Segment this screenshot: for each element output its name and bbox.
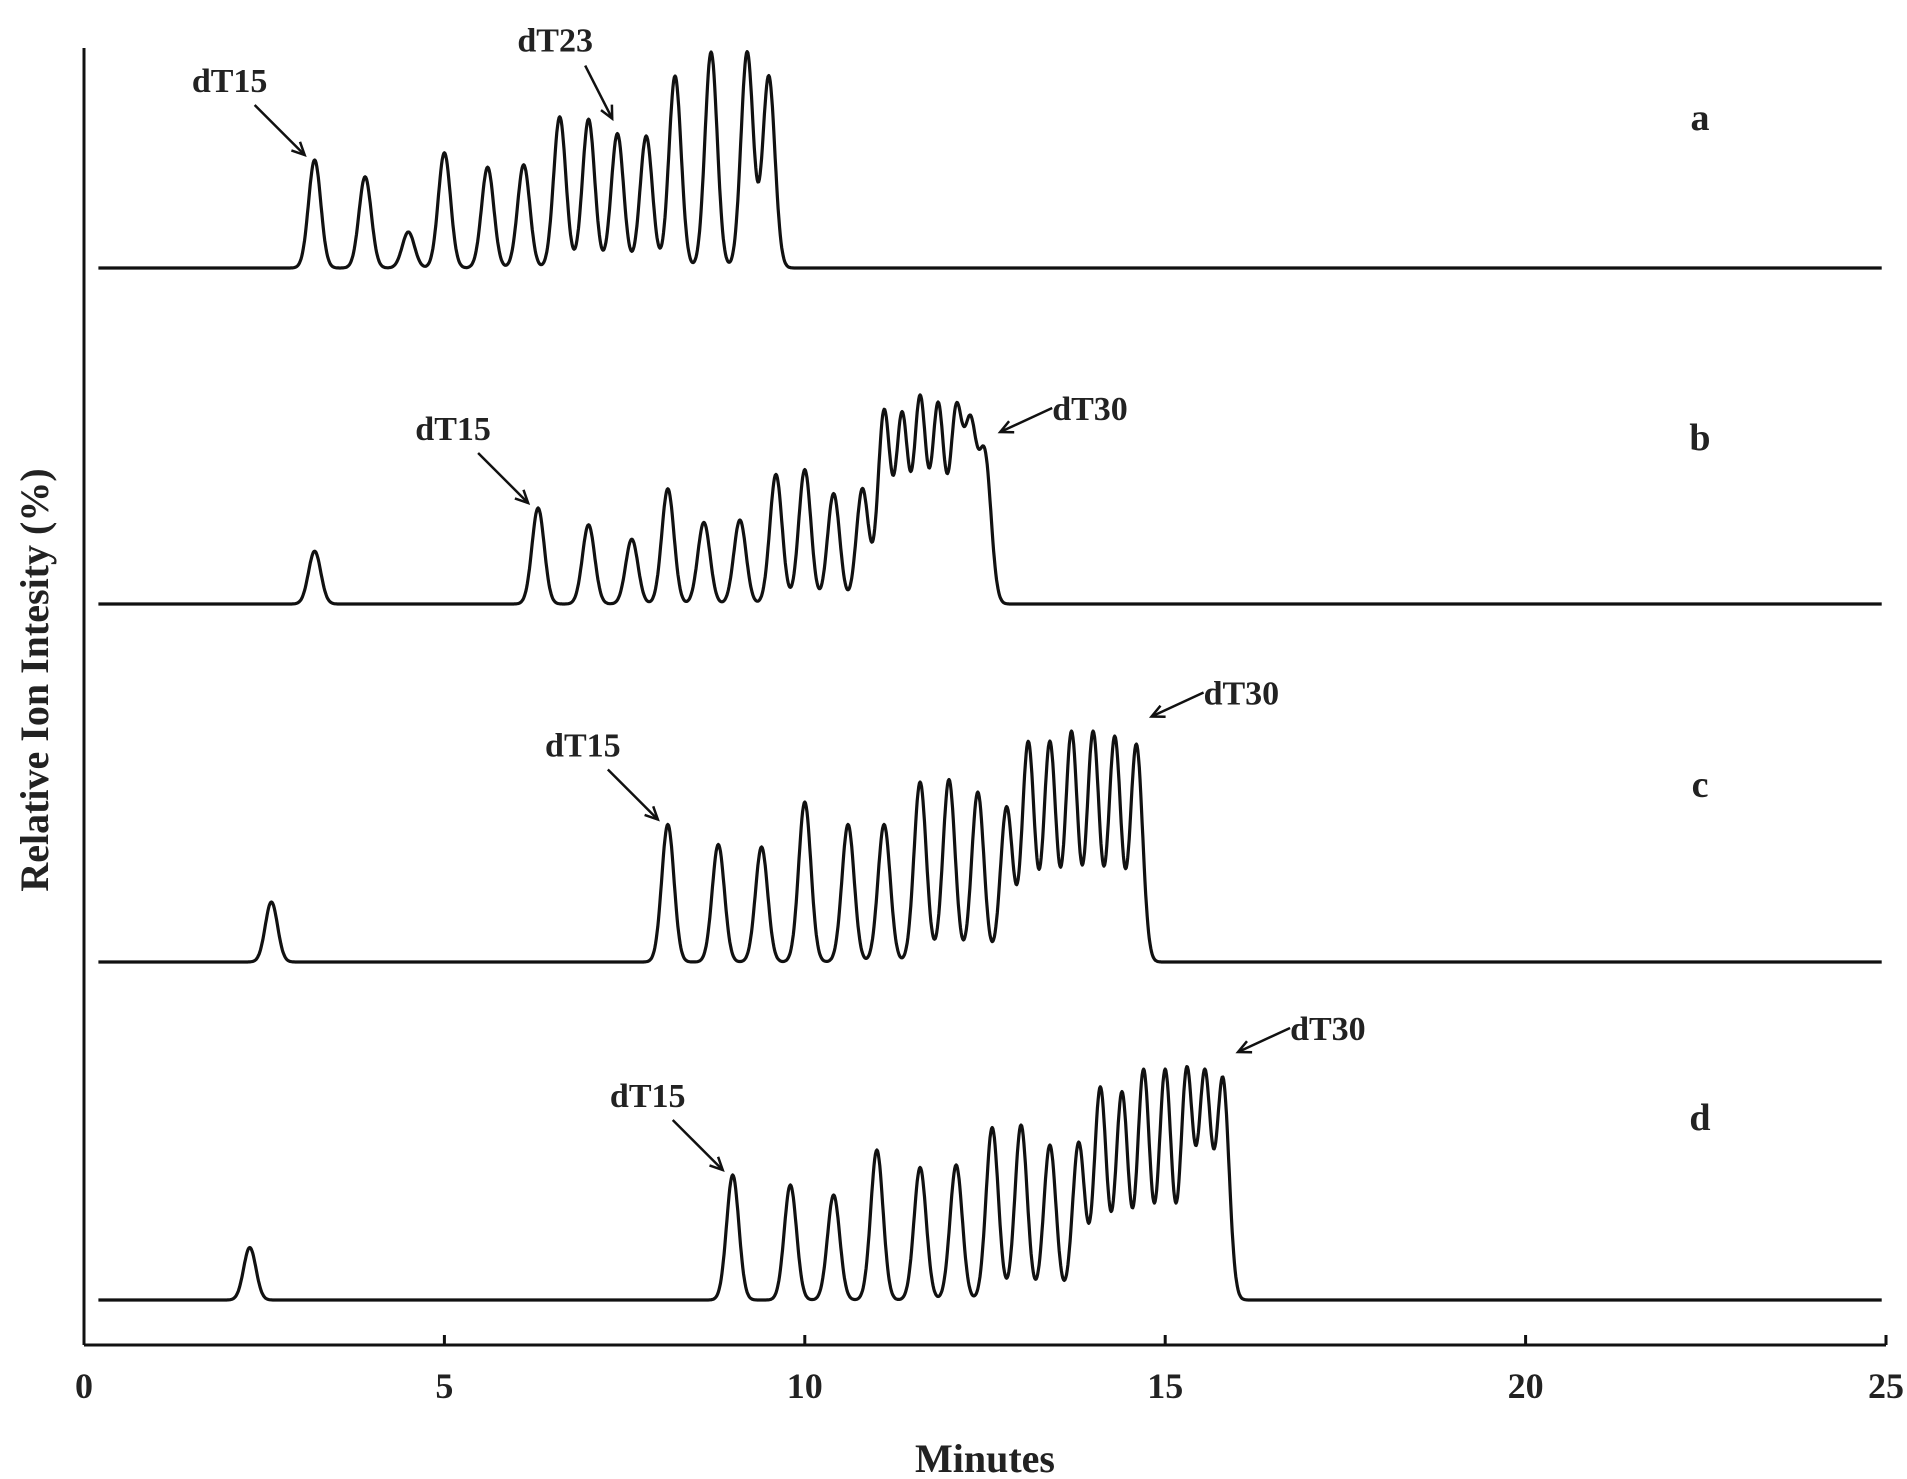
- traces-layer: [97, 50, 1883, 1302]
- annotation-arrowhead: [644, 805, 660, 822]
- annotation-arrowhead: [514, 489, 531, 506]
- annotation-label: dT30: [1290, 1011, 1366, 1048]
- panel-label-d: d: [1689, 1097, 1710, 1139]
- annotation-arrowhead: [290, 141, 307, 158]
- trace-b: [97, 393, 1883, 606]
- annotation-label: dT15: [545, 728, 621, 765]
- annotation-arrowhead: [1148, 704, 1166, 718]
- annotation-arrow: [1237, 1026, 1291, 1054]
- y-axis-label: Relative Ion Intesity (%): [12, 468, 57, 891]
- panel-label-b: b: [1689, 417, 1710, 459]
- annotation-arrow: [253, 104, 306, 156]
- axes-layer: [82, 48, 1886, 1347]
- panel-label-a: a: [1691, 97, 1710, 139]
- trace-d: [97, 1065, 1883, 1302]
- x-tick-label: 20: [1508, 1366, 1544, 1406]
- annotation-label: dT15: [192, 63, 268, 100]
- x-tick-label: 10: [787, 1366, 823, 1406]
- annotation-label: dT15: [415, 411, 491, 448]
- panel-labels: a b c d: [1689, 97, 1710, 1139]
- panel-label-c: c: [1692, 764, 1709, 806]
- annotation-arrow: [606, 768, 659, 821]
- trace-c: [97, 729, 1883, 964]
- x-tick-label: 25: [1868, 1366, 1904, 1406]
- x-tick-label: 0: [75, 1366, 93, 1406]
- annotation-label: dT30: [1052, 391, 1128, 428]
- annotations-layer: dT15 dT23 dT15 dT30 dT15 dT30 dT15 dT30: [192, 23, 1366, 1173]
- annotation-arrow: [671, 1119, 724, 1171]
- trace-a: [97, 50, 1883, 270]
- x-tick-label: 5: [435, 1366, 453, 1406]
- x-axis-label: Minutes: [915, 1436, 1055, 1479]
- annotation-arrowhead: [997, 420, 1015, 434]
- annotation-label: dT30: [1204, 676, 1280, 713]
- annotation-arrow: [1151, 691, 1205, 718]
- x-ticks: 0 5 10 15 20 25: [75, 1335, 1904, 1406]
- x-tick-label: 15: [1147, 1366, 1183, 1406]
- annotation-arrowhead: [600, 104, 614, 122]
- annotation-arrow: [584, 65, 614, 120]
- annotation-label: dT15: [610, 1078, 686, 1115]
- annotation-label: dT23: [517, 23, 593, 60]
- annotation-arrow: [477, 452, 529, 504]
- annotation-arrowhead: [709, 1156, 725, 1173]
- annotation-arrowhead: [1235, 1040, 1253, 1054]
- annotation-arrow: [999, 406, 1053, 434]
